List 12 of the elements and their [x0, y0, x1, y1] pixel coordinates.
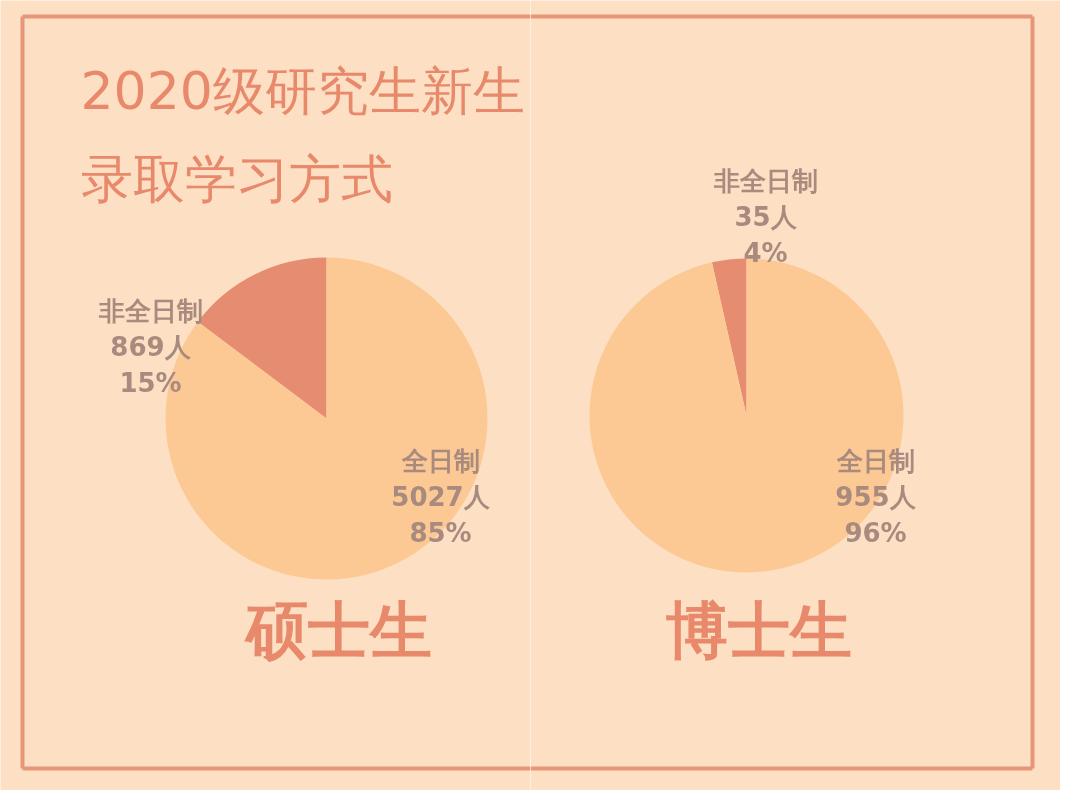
text: 博士生 — [665, 594, 852, 667]
data-label: 5027人 85% — [391, 481, 491, 548]
text: 硕士生 — [243, 594, 432, 667]
slice-label: 非全日制 — [97, 295, 203, 326]
data-label: 35人 4% — [734, 201, 798, 268]
slice-label: 全日制 — [835, 445, 915, 476]
text: 录取学习方式 — [80, 148, 393, 209]
text: 2020级研究生新生 — [80, 60, 525, 121]
slice-label: 全日制 — [400, 445, 480, 476]
slice-label: 非全日制 — [712, 165, 818, 196]
data-label: 955人 96% — [835, 481, 917, 548]
data-label: 869人 15% — [110, 331, 192, 398]
